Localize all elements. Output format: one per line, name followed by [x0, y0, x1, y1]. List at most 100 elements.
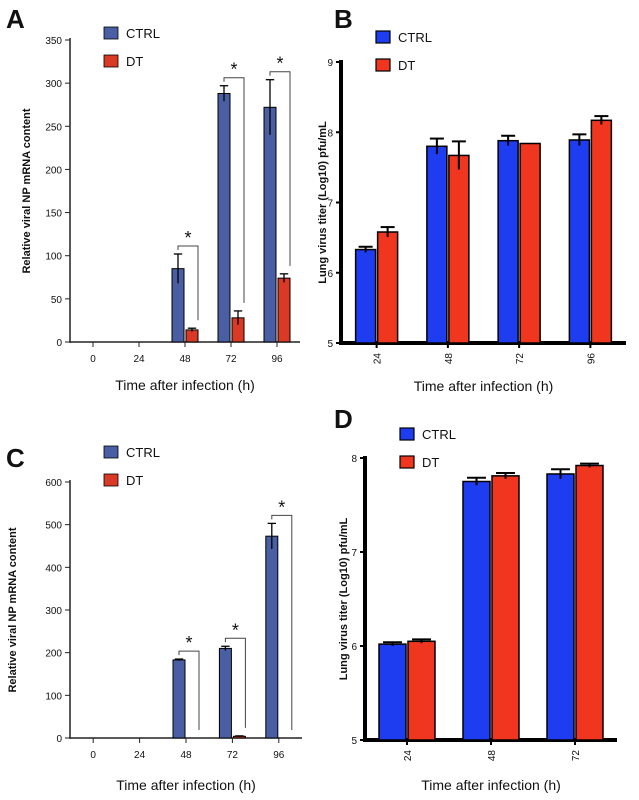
panel-d: D 5 6 7 8 24 48 72 CTRL DT Time after infection (h… [334, 404, 617, 793]
significance-star: * [185, 633, 192, 653]
y-tick-label: 500 [45, 521, 62, 532]
legend-swatch-dt [103, 473, 119, 487]
legend-swatch-dt [399, 455, 415, 469]
legend-label-dt: DT [398, 58, 415, 73]
y-tick-label: 200 [45, 649, 62, 660]
significance-bracket [223, 77, 245, 303]
bar-ctrl-48 [426, 145, 448, 344]
bar-dt-24 [407, 640, 436, 741]
significance-star: * [278, 497, 285, 517]
x-tick-label: 0 [90, 750, 96, 761]
bar-ctrl-72 [218, 647, 232, 739]
y-axis-label: Relative viral NP mRNA content [7, 527, 19, 692]
significance-bracket [269, 71, 291, 266]
x-tick-label: 48 [444, 353, 455, 365]
legend-swatch-dt [103, 54, 119, 68]
legend-label-dt: DT [126, 54, 143, 69]
bar-dt-96 [277, 277, 291, 343]
y-tick-label: 8 [327, 128, 333, 139]
panel-letter: C [6, 443, 25, 473]
y-tick-label: 8 [351, 454, 357, 465]
bar-ctrl-96 [263, 106, 277, 343]
y-tick-label: 400 [45, 563, 62, 574]
x-tick-label: 24 [403, 750, 414, 762]
y-tick-label: 200 [45, 165, 62, 176]
y-tick-label: 600 [45, 478, 62, 489]
x-tick-label: 72 [515, 353, 526, 365]
significance-star: * [276, 54, 283, 74]
bar-dt-24 [376, 231, 399, 344]
y-tick-label: 9 [327, 58, 333, 69]
legend-label-dt: DT [422, 455, 439, 470]
y-axis-label: Lung virus titer (Log10) pfu/mL [338, 517, 350, 680]
y-tick-label: 300 [45, 79, 62, 90]
significance-star: * [184, 228, 191, 248]
bar-dt-48 [185, 329, 199, 343]
bar-dt-96 [590, 119, 613, 344]
y-tick-label: 6 [327, 269, 333, 280]
x-tick-label: 48 [487, 750, 498, 762]
y-tick-label: 50 [51, 295, 63, 306]
y-tick-label: 300 [45, 606, 62, 617]
panel-b: B 5 6 7 8 9 24 48 72 96 CTRL DT Time after infection… [317, 4, 626, 394]
y-tick-label: 5 [351, 736, 357, 747]
x-axis-label: Time after infection (h) [414, 378, 554, 394]
x-axis-label: Time after infection (h) [421, 777, 561, 793]
legend-swatch-dt [375, 58, 391, 72]
significance-star: * [230, 60, 237, 80]
y-tick-label: 100 [45, 252, 62, 263]
x-tick-label: 96 [586, 353, 597, 365]
legend-label-ctrl: CTRL [126, 445, 160, 460]
bar-dt-48 [448, 154, 470, 344]
legend-swatch-ctrl [375, 30, 391, 44]
x-tick-label: 24 [373, 353, 384, 365]
x-tick-label: 0 [90, 354, 96, 365]
bar-ctrl-48 [462, 480, 491, 741]
bar-dt-72 [519, 142, 541, 344]
panel-letter: A [6, 4, 25, 34]
panel-a: A 0 50 100 150 200 250 300 350 0 24 48 72 96 * * * CTRL DT… [6, 4, 300, 393]
x-axis-label: Time after infection (h) [115, 377, 255, 393]
y-tick-label: 100 [45, 691, 62, 702]
bar-ctrl-48 [172, 659, 186, 739]
x-tick-label: 96 [273, 750, 285, 761]
x-tick-label: 72 [225, 354, 237, 365]
x-tick-label: 72 [571, 750, 582, 762]
bar-ctrl-24 [378, 643, 407, 741]
x-tick-label: 48 [179, 354, 191, 365]
y-tick-label: 7 [351, 548, 357, 559]
significance-bracket [178, 650, 200, 730]
y-tick-label: 7 [327, 199, 333, 210]
legend-label-ctrl: CTRL [398, 30, 432, 45]
x-tick-label: 48 [180, 750, 192, 761]
x-tick-label: 24 [134, 750, 146, 761]
bar-dt-48 [491, 475, 520, 741]
y-tick-label: 0 [56, 734, 62, 745]
x-axis-label: Time after infection (h) [116, 777, 256, 793]
legend-swatch-ctrl [399, 427, 415, 441]
y-tick-label: 350 [45, 36, 62, 47]
legend-label-ctrl: CTRL [126, 26, 160, 41]
bar-ctrl-72 [217, 92, 231, 343]
x-tick-label: 24 [133, 354, 145, 365]
panel-letter: D [334, 404, 353, 434]
bar-ctrl-72 [546, 473, 575, 741]
y-axis-label: Lung virus titer (Log10) pfu/mL [317, 121, 329, 284]
bar-ctrl-72 [497, 139, 519, 344]
bar-ctrl-96 [265, 535, 279, 739]
legend-label-ctrl: CTRL [422, 427, 456, 442]
significance-star: * [232, 620, 239, 640]
significance-bracket [224, 637, 246, 728]
significance-bracket [271, 514, 293, 730]
legend-label-dt: DT [126, 473, 143, 488]
bar-ctrl-96 [568, 139, 591, 344]
x-tick-label: 72 [227, 750, 239, 761]
panel-letter: B [334, 4, 353, 34]
y-tick-label: 5 [327, 339, 333, 350]
significance-bracket [177, 245, 199, 321]
y-axis-label: Relative viral NP mRNA content [21, 108, 33, 273]
bar-ctrl-24 [354, 248, 377, 344]
x-tick-label: 96 [271, 354, 283, 365]
y-tick-label: 0 [56, 338, 62, 349]
